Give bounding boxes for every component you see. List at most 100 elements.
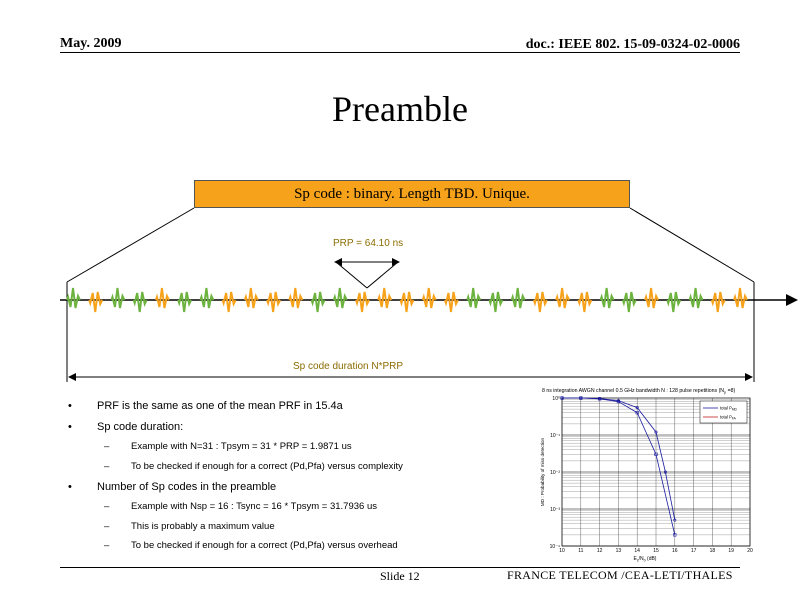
chart-y-tick-label: 10⁻² xyxy=(550,470,560,476)
pulse-orange xyxy=(243,287,259,309)
prp-guide-right xyxy=(366,261,399,289)
sub-bullet-item: – This is probably a maximum value xyxy=(68,520,508,540)
chart-x-tick-label: 19 xyxy=(728,548,734,554)
chart-point xyxy=(598,396,602,400)
bullet-item: • Sp code duration: xyxy=(68,419,508,440)
chart-point xyxy=(673,533,677,537)
pulse-diagram xyxy=(60,207,798,382)
duration-arrowhead-left xyxy=(68,373,76,381)
zoom-line-right xyxy=(629,207,755,283)
chart-y-label: MD : Probability of miss detection xyxy=(540,437,545,506)
pulse-green xyxy=(66,287,81,309)
chart-title: 8 ns integration AWGN channel 0.5 GHz ba… xyxy=(542,388,736,395)
slide-title: Preamble xyxy=(332,89,468,129)
pulse-orange xyxy=(88,291,104,313)
sub-bullet-item: – To be checked if enough for a correct (… xyxy=(68,539,508,559)
prp-arrowhead-right xyxy=(392,258,400,266)
bullet-item: • PRF is the same as one of the mean PRF … xyxy=(68,398,508,419)
chart-series-line xyxy=(562,397,676,521)
footer-organization: FRANCE TELECOM /CEA-LETI/THALES xyxy=(507,568,733,582)
pulse-green xyxy=(332,287,348,309)
chart-y-ticks: 10⁰ 10⁻¹ 10⁻² 10⁻³ 10⁻⁴ xyxy=(550,396,561,550)
chart-x-tick-label: 15 xyxy=(653,548,659,554)
bullet-list: • PRF is the same as one of the mean PRF … xyxy=(68,398,508,559)
chart-y-tick-label: 10⁰ xyxy=(552,396,560,402)
pulse-orange xyxy=(399,291,415,313)
pulse-green xyxy=(621,291,637,313)
pulse-green xyxy=(599,287,615,309)
bullet-text: Number of Sp codes in the preamble xyxy=(97,481,277,493)
pulse-green xyxy=(310,291,326,313)
pulse-orange xyxy=(644,287,659,309)
pulse-green xyxy=(510,287,526,309)
duration-label: Sp code duration N*PRP xyxy=(293,361,404,372)
pulse-green xyxy=(177,291,193,313)
pulse-orange xyxy=(555,287,571,309)
chart-point xyxy=(579,396,583,400)
chart-x-tick-label: 16 xyxy=(672,548,678,554)
pulse-green xyxy=(666,291,682,313)
chart-x-tick-label: 13 xyxy=(616,548,622,554)
pulse-train xyxy=(66,287,748,313)
chart-x-tick-label: 12 xyxy=(597,548,603,554)
pulse-orange xyxy=(710,291,726,313)
sub-bullet-item: – Example with Nsp = 16 : Tsync = 16 * Tp… xyxy=(68,500,508,520)
duration-arrowhead-right xyxy=(745,373,753,381)
dash-icon: – xyxy=(104,520,110,532)
chart-point xyxy=(673,518,677,522)
chart-x-label: Es/N0 (dB) xyxy=(634,556,657,562)
pulse-green xyxy=(488,291,504,313)
legend-label-md: total PMD xyxy=(720,406,738,412)
chart-point xyxy=(654,452,658,456)
chart-x-tick-label: 14 xyxy=(634,548,640,554)
prp-label: PRP = 64.10 ns xyxy=(333,238,404,249)
header-rule xyxy=(60,52,740,53)
bullet-text: PRF is the same as one of the mean PRF i… xyxy=(97,400,343,412)
header-date: May. 2009 xyxy=(60,36,122,51)
zoom-line-left xyxy=(66,207,195,283)
chart-point xyxy=(635,406,639,410)
chart-x-tick-label: 18 xyxy=(710,548,716,554)
pulse-orange xyxy=(355,291,370,313)
chart-x-ticks: 10 11 12 13 14 15 16 17 18 19 20 xyxy=(559,548,753,554)
chart-point xyxy=(560,396,564,400)
pulse-orange xyxy=(154,287,170,309)
bullet-item: • Number of Sp codes in the preamble xyxy=(68,479,508,500)
chart-x-tick-label: 10 xyxy=(559,548,565,554)
pulse-orange xyxy=(288,287,304,309)
chart-legend: total PMD total PFA xyxy=(699,400,748,424)
sub-bullet-text: Example with Nsp = 16 : Tsync = 16 * Tps… xyxy=(131,501,377,512)
chart-point xyxy=(654,430,658,434)
chart-series xyxy=(560,396,677,537)
chart-legend-box xyxy=(699,400,748,424)
sub-bullet-text: To be checked if enough for a correct (P… xyxy=(131,460,403,472)
pulse-green xyxy=(199,287,215,309)
pulse-orange xyxy=(733,287,748,309)
dash-icon: – xyxy=(104,501,110,512)
pulse-orange xyxy=(532,291,548,313)
chart-y-tick-label: 10⁻⁴ xyxy=(550,544,560,550)
sub-bullet-item: – To be checked if enough for a correct (… xyxy=(68,460,508,480)
pulse-green xyxy=(466,287,482,309)
pulse-orange xyxy=(444,291,459,313)
sp-code-banner: Sp code : binary. Length TBD. Unique. xyxy=(194,180,630,208)
dash-icon: – xyxy=(104,540,110,551)
detection-chart: 8 ns integration AWGN channel 0.5 GHz ba… xyxy=(540,388,753,562)
sub-bullet-text: This is probably a maximum value xyxy=(131,520,275,532)
sub-bullet-item: – Example with N=31 : Tpsym = 31 * PRP = … xyxy=(68,440,508,460)
slide-number: Slide 12 xyxy=(380,569,420,583)
legend-label-fa: total PFA xyxy=(720,415,737,421)
bullet-text: Sp code duration: xyxy=(97,421,184,433)
chart-x-tick-label: 11 xyxy=(578,548,583,554)
pulse-orange xyxy=(421,287,437,309)
chart-x-tick-label: 17 xyxy=(691,548,697,554)
chart-x-tick-label: 20 xyxy=(747,548,753,554)
pulse-orange xyxy=(221,291,237,313)
pulse-orange xyxy=(266,291,281,313)
bullet-dot-icon: • xyxy=(68,400,72,412)
pulse-green xyxy=(688,287,704,309)
chart-point xyxy=(616,399,620,403)
pulse-green xyxy=(110,287,126,309)
bullet-dot-icon: • xyxy=(68,481,72,493)
bullet-dot-icon: • xyxy=(68,421,72,433)
